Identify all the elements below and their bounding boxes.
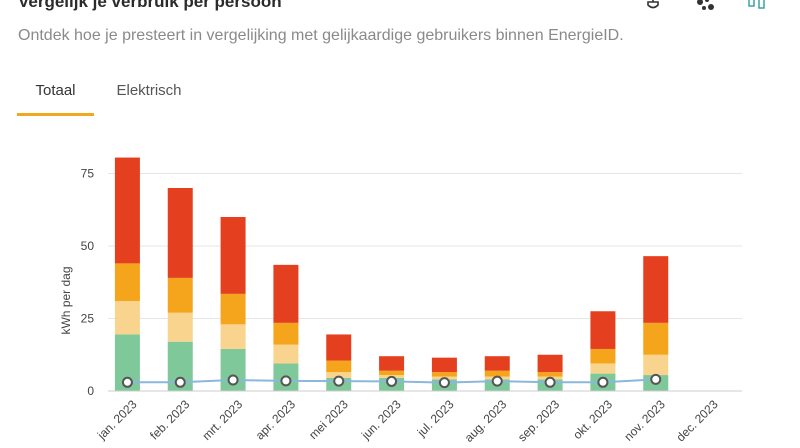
bar-segment[interactable] xyxy=(220,293,246,325)
line-point[interactable] xyxy=(650,373,662,385)
chart-toolbar xyxy=(640,0,770,14)
bar-segment[interactable] xyxy=(484,370,510,377)
bar-segment[interactable] xyxy=(167,312,193,342)
chart-gridlines xyxy=(108,173,742,319)
bar-segment[interactable] xyxy=(431,357,457,373)
line-point[interactable] xyxy=(174,376,186,388)
box-plot-icon[interactable] xyxy=(744,0,770,14)
bar-segment[interactable] xyxy=(643,256,669,323)
line-point[interactable] xyxy=(597,376,609,388)
consumption-chart: 0 25 50 75 jan. 2023 feb. 2023 mrt. 2023 apr. 2… xyxy=(59,157,742,445)
y-axis-label: kWh per dag xyxy=(59,266,73,334)
bar-segment[interactable] xyxy=(431,372,457,377)
x-tick-label: mei 2023 xyxy=(306,397,351,442)
bar-segment[interactable] xyxy=(273,264,299,323)
bar-segment[interactable] xyxy=(590,311,616,349)
tab-totaal[interactable]: Totaal xyxy=(17,72,94,116)
line-point[interactable] xyxy=(333,375,345,387)
plug-icon[interactable] xyxy=(640,0,666,14)
x-tick-label: mrt. 2023 xyxy=(199,397,245,443)
bar-segment[interactable] xyxy=(379,356,405,371)
chart-line xyxy=(121,373,662,389)
bar-segment[interactable] xyxy=(114,301,140,335)
bar-segment[interactable] xyxy=(326,360,352,373)
bar-segment[interactable] xyxy=(379,370,405,376)
x-tick-label: aug. 2023 xyxy=(462,397,510,445)
bar-segment[interactable] xyxy=(114,263,140,302)
tab-bar: Totaal Elektrisch xyxy=(17,72,204,116)
line-point[interactable] xyxy=(121,376,133,388)
x-tick-label: okt. 2023 xyxy=(570,397,615,442)
x-tick-label: dec. 2023 xyxy=(674,397,721,444)
bar-segment[interactable] xyxy=(326,372,352,378)
bar-segment[interactable] xyxy=(114,157,140,264)
line-point[interactable] xyxy=(386,375,398,387)
bar-segment[interactable] xyxy=(643,354,669,376)
bar-segment[interactable] xyxy=(167,188,193,278)
x-tick-label: jul. 2023 xyxy=(414,397,457,440)
page-subtitle: Ontdek hoe je presteert in vergelijking … xyxy=(18,27,624,44)
bar-segment[interactable] xyxy=(537,354,563,373)
x-tick-label: feb. 2023 xyxy=(147,397,193,443)
bar-segment[interactable] xyxy=(643,322,669,355)
x-tick-label: sep. 2023 xyxy=(515,397,562,444)
line-point[interactable] xyxy=(491,375,503,387)
bar-segment[interactable] xyxy=(220,217,246,294)
line-point[interactable] xyxy=(438,377,450,389)
tab-elektrisch[interactable]: Elektrisch xyxy=(116,82,182,99)
x-tick-label: apr. 2023 xyxy=(253,397,299,443)
bar-segment[interactable] xyxy=(273,344,299,364)
x-tick-label: jun. 2023 xyxy=(358,397,404,443)
bar-segment[interactable] xyxy=(484,356,510,371)
bar-segment[interactable] xyxy=(537,372,563,377)
scatter-icon[interactable] xyxy=(692,0,718,14)
bar-segment[interactable] xyxy=(167,277,193,313)
x-tick-label: nov. 2023 xyxy=(621,397,668,444)
bar-segment[interactable] xyxy=(273,322,299,345)
bar-segment[interactable] xyxy=(220,324,246,349)
y-tick-label: 75 xyxy=(81,167,95,181)
bar-segment[interactable] xyxy=(326,334,352,361)
line-point[interactable] xyxy=(227,374,239,386)
y-tick-label: 25 xyxy=(81,312,95,326)
bar-segment[interactable] xyxy=(590,363,616,374)
chart-bars xyxy=(114,157,669,391)
y-tick-label: 50 xyxy=(81,239,95,253)
line-point[interactable] xyxy=(280,375,292,387)
y-tick-label: 0 xyxy=(87,384,94,398)
x-tick-label: jan. 2023 xyxy=(94,397,140,443)
line-point[interactable] xyxy=(544,376,556,388)
bar-segment[interactable] xyxy=(590,348,616,364)
page-title: Vergelijk je verbruik per persoon xyxy=(18,0,282,11)
